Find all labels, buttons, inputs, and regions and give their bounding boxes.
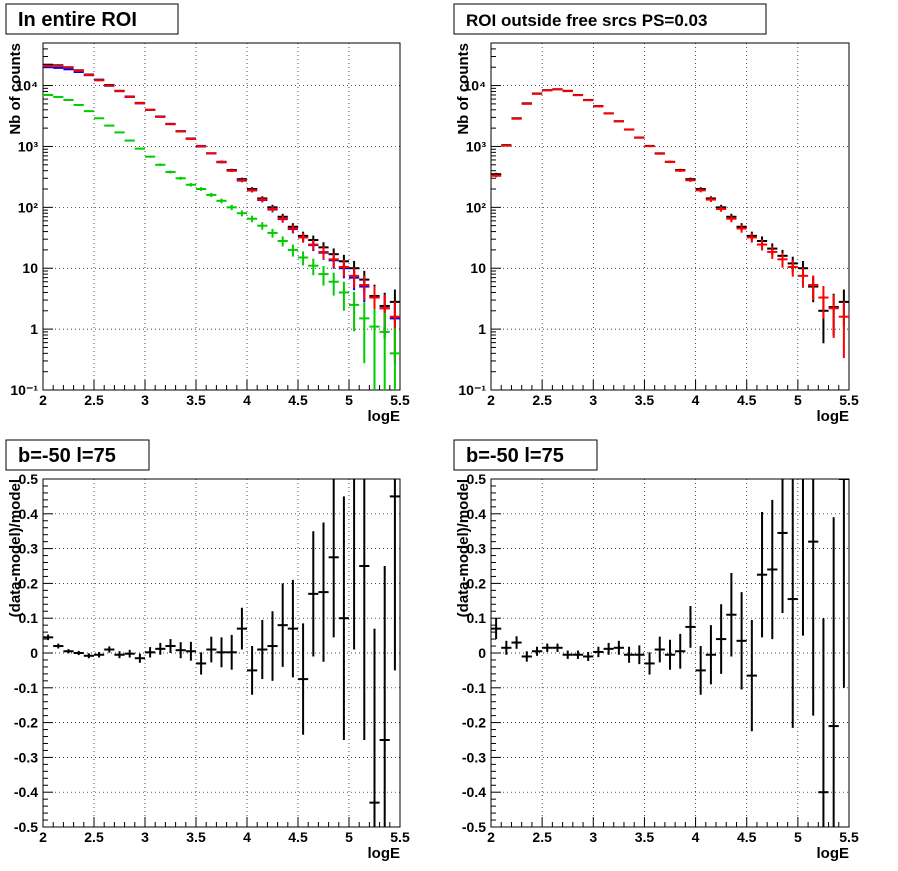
chart-title: ROI outside free srcs PS=0.03: [466, 11, 707, 30]
chart-title: b=-50 l=75: [466, 445, 564, 467]
x-tick-label: 3.5: [186, 829, 206, 845]
x-tick-label: 2: [487, 392, 495, 408]
x-tick-label: 3.5: [635, 829, 655, 845]
chart-panel-2: 2 2.5 3 3.5 4 4.5 5 5.5 10⁻¹ 1 10 10² 10³ 10⁴ logE Nb o…: [453, 3, 859, 425]
x-axis-label: logE: [817, 408, 850, 425]
y-axis-label: Nb of counts: [7, 43, 24, 135]
y-tick-label: 0.4: [19, 506, 39, 522]
x-tick-label: 4.5: [288, 392, 308, 408]
x-tick-label: 5: [345, 392, 353, 408]
x-axis-label: logE: [368, 845, 401, 862]
x-axis-label: logE: [817, 845, 850, 862]
x-tick-label: 3.5: [635, 392, 655, 408]
y-tick-label: -0.4: [14, 784, 38, 800]
y-tick-label: -0.2: [462, 715, 486, 731]
x-tick-label: 5: [794, 829, 802, 845]
y-tick-label: 0.2: [19, 575, 39, 591]
y-tick-label: -0.1: [462, 680, 486, 696]
y-tick-label: -0.5: [14, 819, 38, 835]
chart-panel-3: 2 2.5 3 3.5 4 4.5 5 5.5 -0.5 -0.4 -0.3 -0.2 -0.1 0 0.1…: [5, 439, 410, 862]
chart-panel-1: 2 2.5 3 3.5 4 4.5 5 5.5 10⁻¹ 1 10 10² 10³ 10⁴ logE Nb o…: [5, 3, 410, 425]
chart-title-box: [5, 3, 179, 35]
y-tick-label: -0.1: [14, 680, 38, 696]
x-tick-label: 2.5: [84, 829, 104, 845]
y-axis-label: Nb of counts: [455, 43, 472, 135]
y-tick-label: 10²: [18, 199, 39, 215]
chart-title: b=-50 l=75: [18, 445, 116, 467]
x-tick-label: 4.5: [737, 829, 757, 845]
y-tick-label: -0.2: [14, 715, 38, 731]
x-tick-label: 4.5: [288, 829, 308, 845]
y-tick-label: -0.3: [462, 749, 486, 765]
y-tick-label: -0.5: [462, 819, 486, 835]
x-tick-label: 3: [589, 829, 597, 845]
x-tick-label: 5.5: [839, 392, 859, 408]
x-tick-label: 4: [692, 829, 700, 845]
y-tick-label: 0.5: [467, 471, 487, 487]
chart-title-box: [453, 439, 598, 471]
x-tick-label: 3: [589, 392, 597, 408]
x-axis-label: logE: [368, 408, 401, 425]
x-tick-label: 5.5: [390, 829, 410, 845]
plot-frame: [42, 42, 401, 391]
x-tick-label: 2: [487, 829, 495, 845]
y-tick-label: 0: [478, 645, 486, 661]
chart-title: In entire ROI: [18, 9, 137, 31]
y-tick-label: 10³: [466, 138, 487, 154]
y-tick-label: 0.1: [19, 610, 39, 626]
y-axis-label: (data-model)/model: [455, 479, 472, 617]
chart-title-box: [453, 3, 767, 35]
x-tick-label: 2: [39, 392, 47, 408]
x-tick-label: 4: [692, 392, 700, 408]
y-tick-label: -0.3: [14, 749, 38, 765]
y-tick-label: 0.4: [467, 506, 487, 522]
data-series-group: [43, 479, 400, 827]
chart-panel-4: 2 2.5 3 3.5 4 4.5 5 5.5 -0.5 -0.4 -0.3 -0.2 -0.1 0 0.1…: [453, 439, 859, 862]
x-tick-label: 5: [345, 829, 353, 845]
data-series-group: [43, 63, 400, 390]
y-tick-label: 10: [22, 260, 38, 276]
y-tick-label: 10²: [466, 199, 487, 215]
x-tick-label: 4.5: [737, 392, 757, 408]
data-series-group: [491, 479, 849, 827]
y-tick-label: 0.2: [467, 575, 487, 591]
x-tick-label: 4: [243, 392, 251, 408]
y-tick-label: 0.3: [19, 541, 39, 557]
x-tick-label: 5.5: [390, 392, 410, 408]
y-tick-label: 10⁴: [464, 78, 487, 94]
y-tick-label: 0.5: [19, 471, 39, 487]
x-tick-label: 2.5: [84, 392, 104, 408]
y-tick-label: 10: [470, 260, 486, 276]
x-tick-label: 2: [39, 829, 47, 845]
y-axis-label: (data-model)/model: [7, 479, 24, 617]
x-tick-label: 5: [794, 392, 802, 408]
y-tick-label: 1: [478, 321, 486, 337]
x-tick-label: 5.5: [839, 829, 859, 845]
y-tick-label: 1: [30, 321, 38, 337]
x-tick-label: 3: [141, 392, 149, 408]
y-tick-label: 10⁻¹: [10, 382, 38, 398]
y-tick-label: 0.3: [467, 541, 487, 557]
y-tick-label: 10⁻¹: [458, 382, 486, 398]
y-tick-label: 0.1: [467, 610, 487, 626]
x-tick-label: 3.5: [186, 392, 206, 408]
plot-frame: [490, 42, 850, 391]
x-tick-label: 4: [243, 829, 251, 845]
data-series-group: [491, 88, 849, 359]
x-tick-label: 2.5: [532, 829, 552, 845]
y-tick-label: 10³: [18, 138, 39, 154]
chart-title-box: [5, 439, 150, 471]
y-tick-label: 10⁴: [16, 78, 39, 94]
x-tick-label: 3: [141, 829, 149, 845]
y-tick-label: 0: [30, 645, 38, 661]
y-tick-label: -0.4: [462, 784, 486, 800]
x-tick-label: 2.5: [532, 392, 552, 408]
